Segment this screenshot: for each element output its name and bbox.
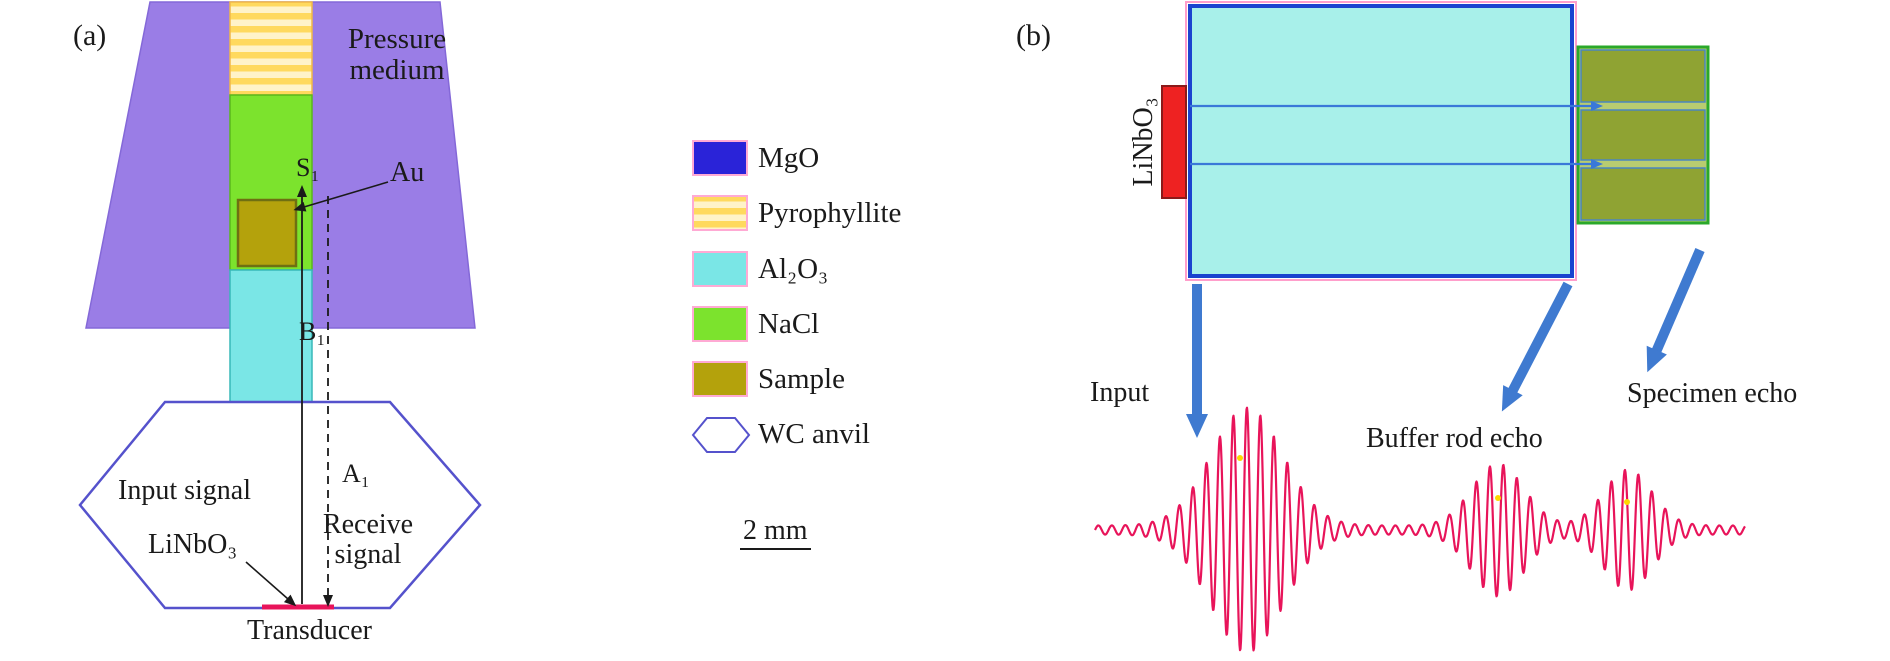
legend-swatches xyxy=(691,140,751,453)
specimen-block xyxy=(1576,45,1710,225)
panel-a-diagram xyxy=(78,1,482,610)
waveform-path xyxy=(1094,406,1746,652)
wc-anvil-hexagon xyxy=(78,400,482,610)
panel-a-label: (a) xyxy=(73,19,107,52)
legend-label-mgo: MgO xyxy=(758,142,820,174)
specimen-echo-label: Specimen echo xyxy=(1627,378,1798,409)
linbo3-pointer-line xyxy=(245,561,297,607)
legend-swatch-al2o3 xyxy=(692,251,748,287)
legend-swatch-pyrophyllite xyxy=(692,195,748,231)
buffer-rod-block xyxy=(1188,4,1574,278)
legend-swatch-mgo xyxy=(692,140,748,176)
specimen-echo-arrow xyxy=(1646,248,1705,373)
legend-label-nacl: NaCl xyxy=(758,308,820,340)
scale-bar-label: 2 mm xyxy=(740,515,811,551)
linbo3-label-b: LiNbO₃ xyxy=(1127,97,1159,187)
legend-label-sample: Sample xyxy=(758,363,845,395)
anvil-marker-label: A₁ xyxy=(342,459,370,488)
legend-label-al2o3: Al₂O₃ xyxy=(758,253,829,285)
waveform-marker-dot xyxy=(1495,495,1501,501)
legend-swatch-wc-anvil xyxy=(691,417,751,453)
buffer-marker-label: B₁ xyxy=(299,317,326,346)
gold-pointer-line xyxy=(293,181,389,212)
specimen-bar-3 xyxy=(1580,167,1706,221)
specimen-bar-1 xyxy=(1580,49,1706,103)
waveform-marker-dot xyxy=(1237,455,1243,461)
legend-swatch-sample xyxy=(692,361,748,397)
sample-top-marker-label: S₁ xyxy=(296,153,320,182)
panel-b-label: (b) xyxy=(1016,19,1051,52)
legend-label-wc-anvil: WC anvil xyxy=(758,418,870,450)
gold-label: Au xyxy=(390,157,425,188)
input-label: Input xyxy=(1090,377,1150,408)
waveform-marker-dot xyxy=(1624,499,1630,505)
legend-label-pyrophyllite: Pyrophyllite xyxy=(758,197,902,229)
panel-b-diagram xyxy=(1094,1,1746,652)
buffer-rod-echo-label: Buffer rod echo xyxy=(1366,423,1543,454)
pyrophyllite-block xyxy=(229,1,313,96)
specimen-bar-2 xyxy=(1580,109,1706,161)
legend-swatch-nacl xyxy=(692,306,748,342)
linbo3-transducer-bar xyxy=(1161,85,1187,199)
receive-signal-label: Receive signal xyxy=(322,509,414,571)
input-signal-label: Input signal xyxy=(118,475,251,506)
linbo3-label-a: LiNbO₃ xyxy=(148,529,238,560)
buffer-rod-echo-arrow xyxy=(1501,281,1573,412)
transducer-label: Transducer xyxy=(247,615,372,646)
waveform-markers xyxy=(1237,455,1630,505)
sample-block xyxy=(236,198,298,268)
al2o3-buffer-block xyxy=(229,269,313,403)
pressure-medium-label: Pressure medium xyxy=(347,23,447,87)
